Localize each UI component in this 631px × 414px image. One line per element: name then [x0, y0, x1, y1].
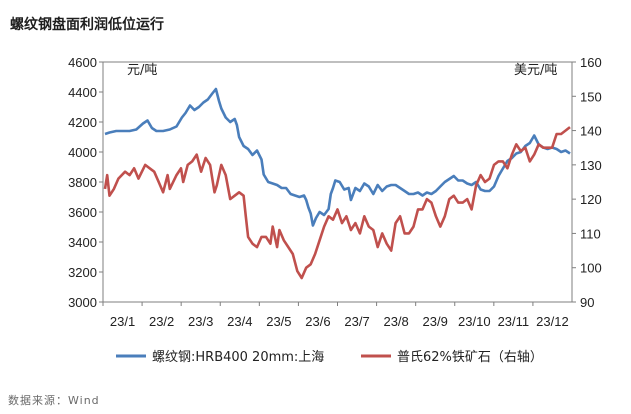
x-tick-label: 23/10	[458, 314, 491, 329]
x-tick-label: 23/5	[266, 314, 291, 329]
x-tick-label: 23/3	[188, 314, 213, 329]
right-tick-label: 120	[580, 192, 602, 207]
right-tick-label: 100	[580, 261, 602, 276]
left-tick-label: 3800	[68, 175, 97, 190]
x-tick-label: 23/7	[344, 314, 369, 329]
left-tick-label: 4000	[68, 145, 97, 160]
right-tick-label: 110	[580, 226, 601, 241]
left-axis-unit: 元/吨	[127, 63, 157, 78]
left-tick-label: 3200	[68, 265, 97, 280]
chart-title: 螺纹钢盘面利润低位运行	[10, 17, 164, 33]
x-tick-label: 23/1	[110, 314, 135, 329]
series-line-rebar	[104, 87, 571, 227]
left-tick-label: 3600	[68, 205, 97, 220]
left-tick-label: 4600	[68, 55, 97, 70]
x-tick-label: 23/12	[536, 314, 569, 329]
x-tick-label: 23/4	[227, 314, 252, 329]
x-tick-label: 23/11	[498, 314, 530, 329]
left-tick-label: 3400	[68, 235, 97, 250]
x-tick-label: 23/8	[383, 314, 408, 329]
x-tick-label: 23/6	[305, 314, 330, 329]
right-tick-label: 150	[580, 89, 602, 104]
right-tick-label: 140	[580, 124, 602, 139]
right-tick-label: 160	[580, 55, 602, 70]
right-axis-unit: 美元/吨	[514, 63, 557, 78]
legend-label-rebar: 螺纹钢:HRB400 20mm:上海	[152, 350, 324, 365]
left-tick-label: 4400	[68, 85, 97, 100]
chart-axes: 3000 3200 3400 3600 3800 4000 4200 4400 4600 90 10…	[68, 55, 602, 329]
left-tick-label: 3000	[68, 295, 97, 310]
series-line-iron-ore	[103, 126, 571, 280]
right-tick-label: 90	[580, 295, 594, 310]
left-tick-label: 4200	[68, 115, 97, 130]
series-layer	[103, 87, 571, 280]
chart-legend: 螺纹钢:HRB400 20mm:上海 普氏62%铁矿石（右轴）	[116, 350, 543, 365]
source-note: 数据来源：Wind	[8, 394, 100, 407]
x-tick-label: 23/9	[423, 314, 448, 329]
x-tick-label: 23/2	[149, 314, 174, 329]
legend-label-iron-ore: 普氏62%铁矿石（右轴）	[397, 350, 543, 365]
right-tick-label: 130	[580, 158, 602, 173]
